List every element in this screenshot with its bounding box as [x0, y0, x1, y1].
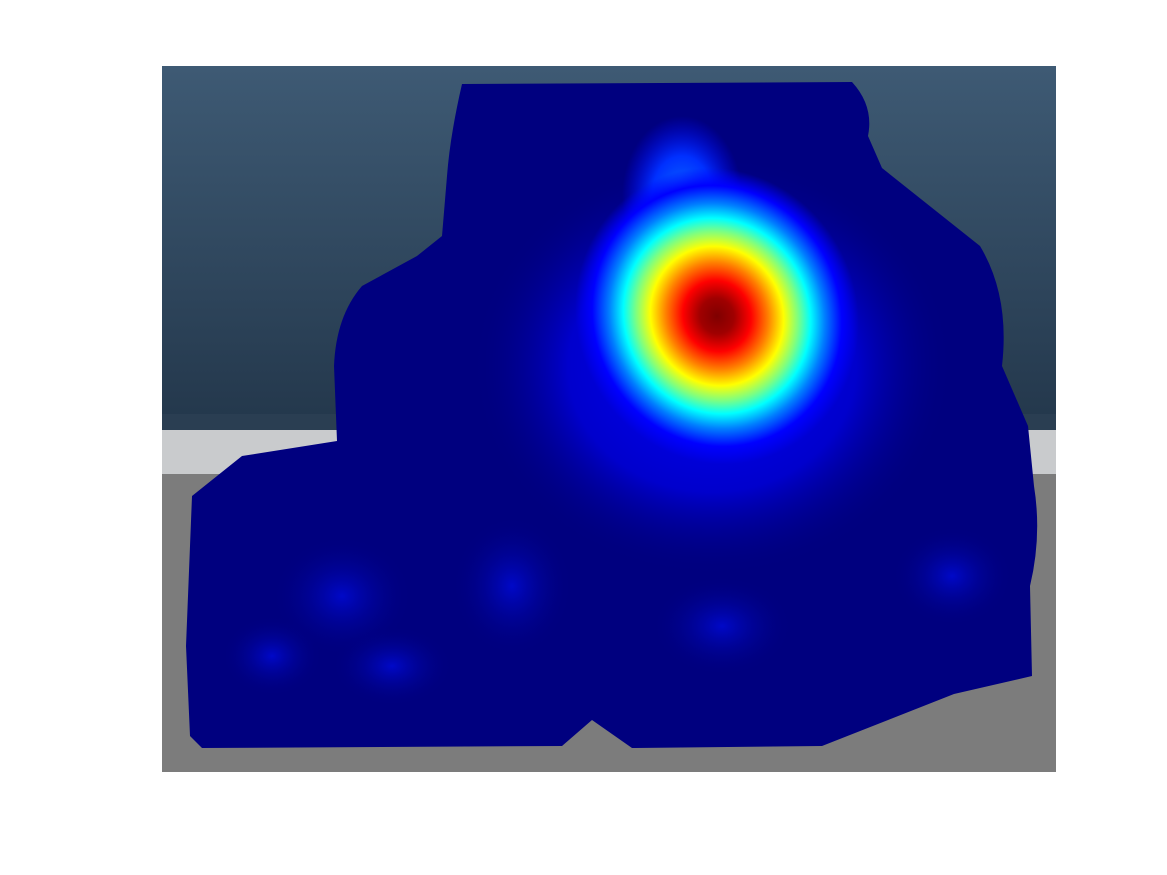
heatmap-canvas: [162, 66, 1056, 772]
peak-hotspot: [575, 167, 859, 465]
low-blob: [892, 526, 1012, 626]
low-blob: [652, 576, 792, 676]
heatmap-figure: [162, 66, 1056, 772]
low-blob: [332, 626, 452, 706]
low-blob: [272, 536, 412, 656]
low-blob: [452, 516, 572, 656]
low-blob: [222, 616, 322, 696]
